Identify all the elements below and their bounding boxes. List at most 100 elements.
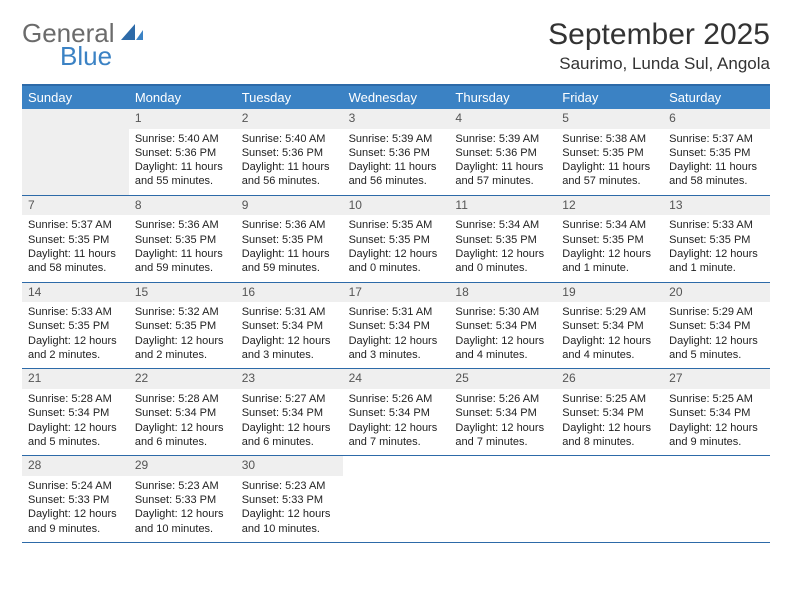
sunrise-text: Sunrise: 5:31 AM — [349, 305, 444, 319]
sunrise-text: Sunrise: 5:26 AM — [349, 392, 444, 406]
sunrise-text: Sunrise: 5:25 AM — [669, 392, 764, 406]
day-body: Sunrise: 5:30 AMSunset: 5:34 PMDaylight:… — [449, 302, 556, 368]
calendar-cell: 26Sunrise: 5:25 AMSunset: 5:34 PMDayligh… — [556, 369, 663, 455]
calendar-cell — [22, 109, 129, 195]
sunrise-text: Sunrise: 5:37 AM — [28, 218, 123, 232]
sunset-text: Sunset: 5:34 PM — [242, 319, 337, 333]
day-body: Sunrise: 5:26 AMSunset: 5:34 PMDaylight:… — [343, 389, 450, 455]
calendar-cell: 17Sunrise: 5:31 AMSunset: 5:34 PMDayligh… — [343, 283, 450, 369]
sunset-text: Sunset: 5:35 PM — [455, 233, 550, 247]
day-number: 6 — [663, 109, 770, 129]
day-number: 15 — [129, 283, 236, 303]
calendar-cell: 14 Sunrise: 5:33 AMSunset: 5:35 PMDayligh… — [22, 283, 129, 369]
day-body: Sunrise: 5:33 AMSunset: 5:35 PMDaylight:… — [663, 215, 770, 281]
daylight-text: Daylight: 12 hours and 7 minutes. — [455, 421, 550, 450]
location-label: Saurimo, Lunda Sul, Angola — [548, 54, 770, 74]
calendar-cell: 28Sunrise: 5:24 AMSunset: 5:33 PMDayligh… — [22, 456, 129, 542]
calendar-cell: 9Sunrise: 5:36 AMSunset: 5:35 PMDaylight… — [236, 196, 343, 282]
day-number: 2 — [236, 109, 343, 129]
sunset-text: Sunset: 5:34 PM — [669, 319, 764, 333]
calendar-cell: 16Sunrise: 5:31 AMSunset: 5:34 PMDayligh… — [236, 283, 343, 369]
logo: General Blue — [22, 18, 143, 69]
calendar-cell: 20Sunrise: 5:29 AMSunset: 5:34 PMDayligh… — [663, 283, 770, 369]
sunrise-text: Sunrise: 5:26 AM — [455, 392, 550, 406]
day-number: 5 — [556, 109, 663, 129]
week-row: 14Sunrise: 5:33 AMSunset: 5:35 PMDayligh… — [22, 283, 770, 370]
day-body: Sunrise: 5:37 AMSunset: 5:35 PMDaylight:… — [22, 215, 129, 281]
calendar-cell: 19Sunrise: 5:29 AMSunset: 5:34 PMDayligh… — [556, 283, 663, 369]
sunrise-text: Sunrise: 5:36 AM — [242, 218, 337, 232]
calendar-cell: 21Sunrise: 5:28 AMSunset: 5:34 PMDayligh… — [22, 369, 129, 455]
daylight-text: Daylight: 12 hours and 8 minutes. — [562, 421, 657, 450]
day-number: 16 — [236, 283, 343, 303]
sunrise-text: Sunrise: 5:33 AM — [669, 218, 764, 232]
calendar-cell: 27Sunrise: 5:25 AMSunset: 5:34 PMDayligh… — [663, 369, 770, 455]
day-number: 22 — [129, 369, 236, 389]
daylight-text: Daylight: 12 hours and 6 minutes. — [135, 421, 230, 450]
sunrise-text: Sunrise: 5:29 AM — [669, 305, 764, 319]
calendar-cell: 23Sunrise: 5:27 AMSunset: 5:34 PMDayligh… — [236, 369, 343, 455]
sunset-text: Sunset: 5:35 PM — [28, 319, 123, 333]
daylight-text: Daylight: 11 hours and 59 minutes. — [242, 247, 337, 276]
daylight-text: Daylight: 12 hours and 0 minutes. — [455, 247, 550, 276]
calendar-cell — [663, 456, 770, 542]
daylight-text: Daylight: 12 hours and 4 minutes. — [562, 334, 657, 363]
sunset-text: Sunset: 5:33 PM — [28, 493, 123, 507]
day-body: Sunrise: 5:24 AMSunset: 5:33 PMDaylight:… — [22, 476, 129, 542]
sunrise-text: Sunrise: 5:27 AM — [242, 392, 337, 406]
calendar-cell: 5Sunrise: 5:38 AMSunset: 5:35 PMDaylight… — [556, 109, 663, 195]
day-number: 8 — [129, 196, 236, 216]
sunset-text: Sunset: 5:34 PM — [455, 319, 550, 333]
daylight-text: Daylight: 12 hours and 4 minutes. — [455, 334, 550, 363]
sunrise-text: Sunrise: 5:33 AM — [28, 305, 123, 319]
sunset-text: Sunset: 5:34 PM — [455, 406, 550, 420]
day-body: Sunrise: 5:28 AMSunset: 5:34 PMDaylight:… — [129, 389, 236, 455]
daylight-text: Daylight: 12 hours and 10 minutes. — [242, 507, 337, 536]
sunrise-text: Sunrise: 5:30 AM — [455, 305, 550, 319]
day-number: 26 — [556, 369, 663, 389]
sunrise-text: Sunrise: 5:23 AM — [135, 479, 230, 493]
calendar-cell: 8Sunrise: 5:36 AMSunset: 5:35 PMDaylight… — [129, 196, 236, 282]
sunset-text: Sunset: 5:35 PM — [669, 146, 764, 160]
calendar-cell: 2Sunrise: 5:40 AMSunset: 5:36 PMDaylight… — [236, 109, 343, 195]
sunrise-text: Sunrise: 5:40 AM — [242, 132, 337, 146]
sunset-text: Sunset: 5:34 PM — [669, 406, 764, 420]
sunset-text: Sunset: 5:34 PM — [349, 406, 444, 420]
day-number: 7 — [22, 196, 129, 216]
sunset-text: Sunset: 5:35 PM — [28, 233, 123, 247]
sunset-text: Sunset: 5:35 PM — [135, 233, 230, 247]
sunset-text: Sunset: 5:33 PM — [242, 493, 337, 507]
day-number: 30 — [236, 456, 343, 476]
daylight-text: Daylight: 12 hours and 2 minutes. — [28, 334, 123, 363]
day-body: Sunrise: 5:39 AMSunset: 5:36 PMDaylight:… — [343, 129, 450, 195]
calendar: Sunday Monday Tuesday Wednesday Thursday… — [22, 84, 770, 543]
day-number: 17 — [343, 283, 450, 303]
sunset-text: Sunset: 5:34 PM — [562, 319, 657, 333]
calendar-cell: 3Sunrise: 5:39 AMSunset: 5:36 PMDaylight… — [343, 109, 450, 195]
sunrise-text: Sunrise: 5:34 AM — [562, 218, 657, 232]
logo-text-block: General Blue — [22, 18, 143, 69]
sunset-text: Sunset: 5:34 PM — [242, 406, 337, 420]
sunrise-text: Sunrise: 5:40 AM — [135, 132, 230, 146]
calendar-cell: 22Sunrise: 5:28 AMSunset: 5:34 PMDayligh… — [129, 369, 236, 455]
daylight-text: Daylight: 12 hours and 1 minute. — [669, 247, 764, 276]
day-body: Sunrise: 5:40 AMSunset: 5:36 PMDaylight:… — [129, 129, 236, 195]
logo-sail-icon — [121, 22, 143, 47]
day-body: Sunrise: 5:25 AMSunset: 5:34 PMDaylight:… — [556, 389, 663, 455]
day-body: Sunrise: 5:23 AMSunset: 5:33 PMDaylight:… — [129, 476, 236, 542]
daylight-text: Daylight: 12 hours and 7 minutes. — [349, 421, 444, 450]
calendar-cell: 18Sunrise: 5:30 AMSunset: 5:34 PMDayligh… — [449, 283, 556, 369]
daylight-text: Daylight: 12 hours and 3 minutes. — [349, 334, 444, 363]
sunrise-text: Sunrise: 5:28 AM — [28, 392, 123, 406]
day-number: 29 — [129, 456, 236, 476]
calendar-cell: 4Sunrise: 5:39 AMSunset: 5:36 PMDaylight… — [449, 109, 556, 195]
week-row: 28Sunrise: 5:24 AMSunset: 5:33 PMDayligh… — [22, 456, 770, 543]
calendar-cell — [449, 456, 556, 542]
day-number: 11 — [449, 196, 556, 216]
day-body: Sunrise: 5:31 AMSunset: 5:34 PMDaylight:… — [343, 302, 450, 368]
day-body: Sunrise: 5:34 AMSunset: 5:35 PMDaylight:… — [449, 215, 556, 281]
day-number: 14 — [22, 283, 129, 303]
day-body: Sunrise: 5:27 AMSunset: 5:34 PMDaylight:… — [236, 389, 343, 455]
sunrise-text: Sunrise: 5:34 AM — [455, 218, 550, 232]
sunset-text: Sunset: 5:35 PM — [669, 233, 764, 247]
